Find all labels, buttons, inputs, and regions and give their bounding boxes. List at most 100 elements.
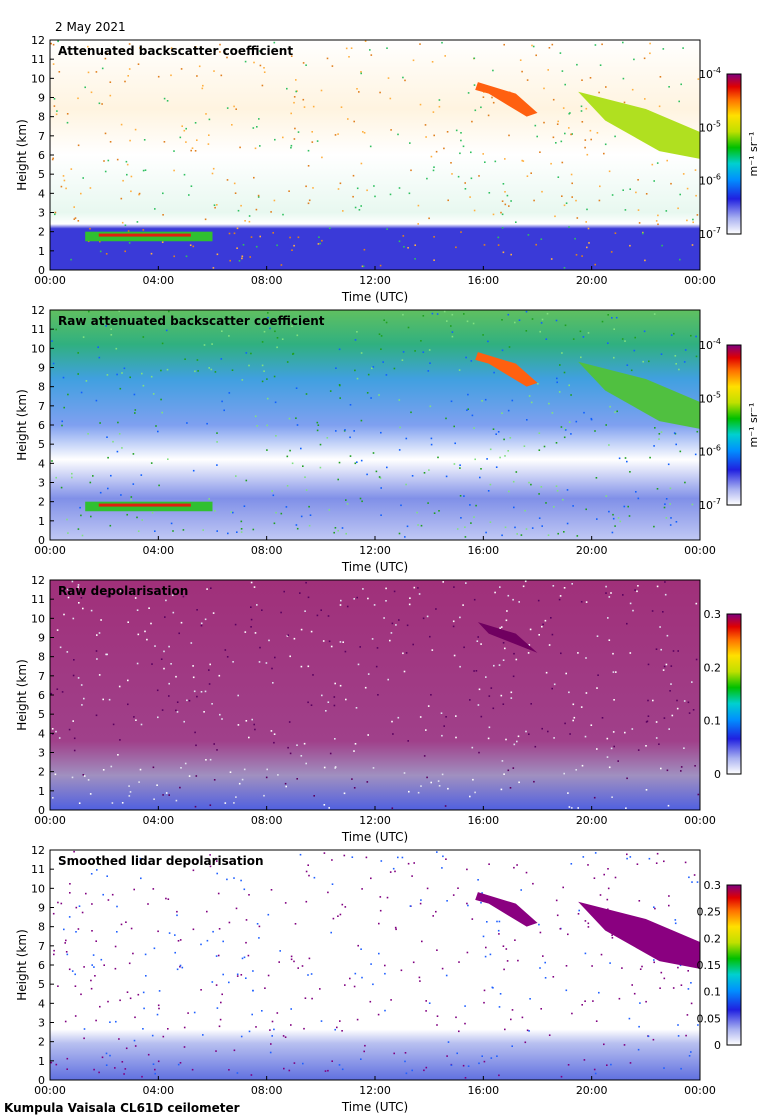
colorbar-tick-label: 10-7 — [699, 226, 721, 241]
y-tick-label: 6 — [38, 959, 45, 972]
x-tick-label: 08:00 — [251, 814, 283, 827]
colorbar-unit-label: m⁻¹ sr⁻¹ — [747, 132, 760, 177]
y-axis-label: Height (km) — [15, 929, 29, 1000]
y-tick-label: 7 — [38, 400, 45, 413]
y-tick-label: 8 — [38, 651, 45, 664]
y-tick-label: 4 — [38, 727, 45, 740]
x-axis-label: Time (UTC) — [341, 830, 408, 844]
cirrus-field — [578, 361, 700, 429]
y-tick-label: 9 — [38, 362, 45, 375]
y-tick-label: 6 — [38, 419, 45, 432]
y-tick-label: 7 — [38, 940, 45, 953]
x-tick-label: 16:00 — [467, 544, 499, 557]
x-tick-label: 20:00 — [576, 544, 608, 557]
colorbar-scale — [726, 344, 742, 506]
x-tick-label: 00:00 — [684, 274, 716, 287]
colorbar: 0 0.1 0.2 0.3 — [704, 608, 742, 781]
x-axis-label: Time (UTC) — [341, 290, 408, 304]
y-tick-label: 9 — [38, 632, 45, 645]
colorbar-tick-label: 0.3 — [704, 608, 722, 621]
colorbar-tick-label: 0.1 — [704, 986, 722, 999]
colorbar-scale — [726, 884, 742, 1046]
cirrus-band — [475, 82, 538, 117]
y-tick-label: 5 — [38, 978, 45, 991]
y-tick-label: 12 — [31, 844, 45, 857]
y-tick-label: 0 — [38, 264, 45, 277]
colorbar-tick-label: 0.3 — [704, 879, 722, 892]
x-tick-label: 04:00 — [142, 1084, 174, 1097]
colorbar-tick-label: 10-6 — [699, 173, 721, 188]
x-tick-label: 16:00 — [467, 814, 499, 827]
y-tick-label: 7 — [38, 670, 45, 683]
colorbar-tick-label: 0.05 — [697, 1012, 722, 1025]
x-tick-label: 04:00 — [142, 274, 174, 287]
y-tick-label: 8 — [38, 381, 45, 394]
y-tick-label: 1 — [38, 515, 45, 528]
colorbar: 10-7 10-6 10-5 10-4 m⁻¹ sr⁻¹ — [699, 66, 760, 241]
y-tick-label: 7 — [38, 130, 45, 143]
colorbar-tick-label: 0.25 — [697, 906, 722, 919]
heatmap-field — [50, 580, 700, 810]
colorbar-tick-label: 0 — [714, 768, 721, 781]
x-tick-label: 00:00 — [684, 544, 716, 557]
x-tick-label: 20:00 — [576, 814, 608, 827]
x-tick-label: 08:00 — [251, 544, 283, 557]
colorbar-tick-label: 0.1 — [704, 715, 722, 728]
cloud-core — [98, 503, 191, 507]
y-tick-label: 9 — [38, 92, 45, 105]
x-tick-label: 12:00 — [359, 274, 391, 287]
colorbar-tick-label: 10-4 — [699, 337, 721, 352]
y-tick-label: 3 — [38, 477, 45, 490]
x-tick-label: 00:00 — [34, 274, 66, 287]
y-tick-label: 4 — [38, 457, 45, 470]
colorbar: 0 0.05 0.1 0.15 0.2 0.25 0.3 — [697, 879, 742, 1052]
y-tick-label: 12 — [31, 304, 45, 317]
cirrus-field — [578, 901, 700, 969]
y-tick-label: 1 — [38, 245, 45, 258]
y-tick-label: 1 — [38, 1055, 45, 1068]
heatmap-speckle — [50, 40, 700, 269]
y-tick-label: 9 — [38, 902, 45, 915]
x-tick-label: 00:00 — [34, 814, 66, 827]
x-tick-label: 00:00 — [34, 1084, 66, 1097]
cirrus-band — [475, 352, 538, 387]
y-axis-label: Height (km) — [15, 659, 29, 730]
colorbar-scale — [726, 613, 742, 775]
colorbar-tick-label: 0.2 — [704, 661, 722, 674]
colorbar-unit-label: m⁻¹ sr⁻¹ — [747, 403, 760, 448]
y-tick-label: 11 — [31, 53, 45, 66]
date-label: 2 May 2021 — [55, 20, 126, 34]
y-tick-label: 11 — [31, 863, 45, 876]
colorbar-tick-label: 10-7 — [699, 497, 721, 512]
y-tick-label: 3 — [38, 747, 45, 760]
colorbar: 10-7 10-6 10-5 10-4 m⁻¹ sr⁻¹ — [699, 337, 760, 512]
heatmap-speckle — [50, 580, 700, 809]
panel-title: Smoothed lidar depolarisation — [58, 854, 264, 868]
y-tick-label: 4 — [38, 997, 45, 1010]
x-axis-label: Time (UTC) — [341, 1100, 408, 1114]
x-tick-label: 20:00 — [576, 274, 608, 287]
x-tick-label: 12:00 — [359, 544, 391, 557]
y-tick-label: 5 — [38, 438, 45, 451]
cirrus-band — [477, 622, 538, 653]
y-tick-label: 12 — [31, 574, 45, 587]
y-tick-label: 0 — [38, 534, 45, 547]
y-axis-label: Height (km) — [15, 389, 29, 460]
cirrus-field — [578, 91, 700, 159]
y-tick-label: 0 — [38, 1074, 45, 1087]
y-tick-label: 6 — [38, 689, 45, 702]
y-tick-label: 3 — [38, 1017, 45, 1030]
cirrus-band — [475, 892, 538, 927]
y-tick-label: 11 — [31, 593, 45, 606]
colorbar-tick-label: 10-5 — [699, 119, 721, 134]
y-axis-label: Height (km) — [15, 119, 29, 190]
x-tick-label: 00:00 — [684, 814, 716, 827]
y-tick-label: 0 — [38, 804, 45, 817]
x-tick-label: 12:00 — [359, 814, 391, 827]
colorbar-tick-label: 10-4 — [699, 66, 721, 81]
